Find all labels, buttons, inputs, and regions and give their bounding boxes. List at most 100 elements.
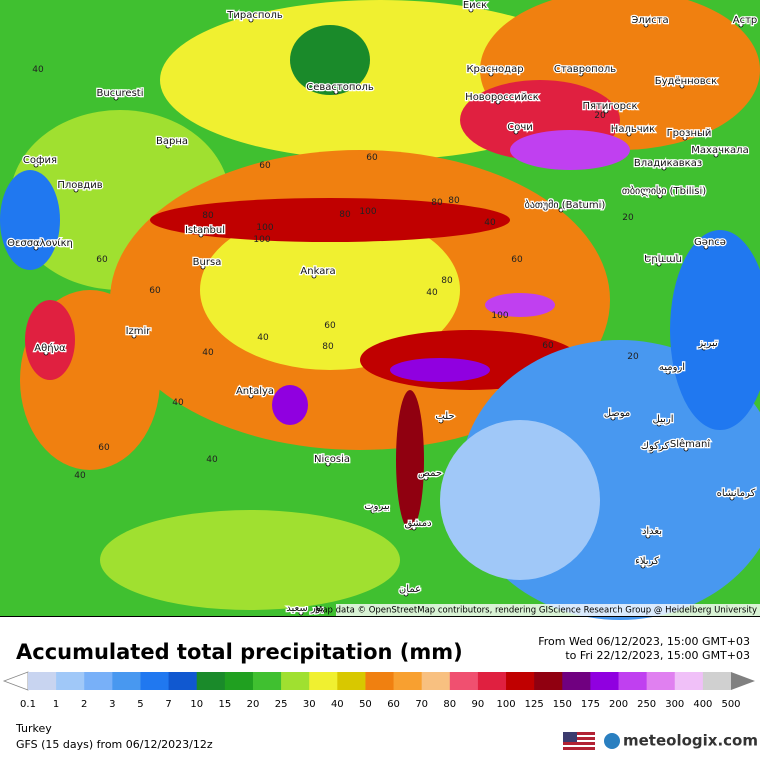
city-dot [423, 475, 429, 481]
city-label: Antalya [236, 386, 274, 397]
legend-swatch [196, 672, 226, 690]
contour-label: 40 [206, 455, 218, 465]
brand[interactable]: meteologix.com [623, 732, 758, 750]
legend-swatch [674, 672, 704, 690]
contour-label: 60 [324, 321, 336, 331]
city-label: Будённовск [655, 76, 717, 87]
city-label: Nicosia [314, 454, 350, 465]
city-dot [643, 22, 649, 28]
city-dot [311, 273, 317, 279]
legend-tick-label: 30 [303, 699, 316, 710]
city-label: حمص [418, 468, 442, 479]
city-dot [738, 22, 744, 28]
city-label: دمشق [404, 518, 431, 529]
legend-tick-label: 300 [665, 699, 684, 710]
city-dot [33, 162, 39, 168]
city-label: كركوك [641, 441, 670, 452]
over-arrow [731, 672, 755, 690]
legend-tick-label: 100 [496, 699, 515, 710]
legend-tick-label: 20 [247, 699, 260, 710]
legend-tick-label: 250 [637, 699, 656, 710]
legend-swatch [112, 672, 141, 690]
city-dot [558, 207, 564, 213]
legend-swatch [421, 672, 451, 690]
city-label: Владикавказ [634, 158, 702, 169]
region: Turkey [15, 722, 52, 735]
city-dot [578, 71, 584, 77]
city-dot [370, 508, 376, 514]
contour-label: 60 [149, 286, 161, 296]
contour-label: 80 [339, 210, 351, 220]
city-label: Αθήνα [34, 342, 66, 354]
legend-swatch [84, 672, 113, 690]
city-dot [131, 333, 137, 339]
contour-label: 20 [627, 352, 639, 362]
city-dot [665, 369, 671, 375]
city-label: Астр [733, 15, 758, 26]
city-dot [682, 135, 688, 141]
city-label: Краснодар [466, 64, 523, 75]
city-dot [438, 418, 444, 424]
legend-swatch [590, 672, 620, 690]
city-dot [640, 563, 646, 569]
legend-swatch [224, 672, 254, 690]
city-label: Երևան [644, 254, 682, 265]
city-dot [656, 421, 662, 427]
from-date: From Wed 06/12/2023, 15:00 GMT+03 [538, 635, 750, 648]
city-dot [729, 495, 735, 501]
city-dot [495, 99, 501, 105]
legend-tick-label: 200 [609, 699, 628, 710]
city-dot [73, 187, 79, 193]
legend-swatch [309, 672, 338, 690]
contour-label: 80 [202, 211, 214, 221]
legend-tick-label: 70 [415, 699, 428, 710]
legend-tick-label: 15 [218, 699, 231, 710]
contour-label: 20 [594, 111, 606, 121]
city-label: Тирасполь [226, 10, 283, 21]
city-dot [325, 461, 331, 467]
legend-swatch [140, 672, 170, 690]
contour-label: 60 [542, 341, 554, 351]
contour-label: 60 [511, 255, 523, 265]
legend-tick-label: 125 [525, 699, 544, 710]
city-dot [648, 448, 654, 454]
city-label: Izmir [126, 326, 152, 337]
contour-label: 100 [253, 235, 270, 245]
city-dot [33, 245, 39, 251]
city-label: Ставрополь [554, 64, 616, 75]
legend-swatch [534, 672, 563, 690]
legend-tick-label: 1 [53, 699, 59, 710]
legend-swatch [168, 672, 198, 690]
city-label: Элиста [631, 15, 668, 26]
contour-label: 40 [74, 471, 86, 481]
city-dot [248, 393, 254, 399]
city-label: بغداد [642, 526, 662, 537]
legend-swatch [28, 672, 57, 690]
city-label: Сочи [507, 122, 533, 133]
city-label: Севастополь [306, 82, 374, 93]
legend-tick-label: 500 [721, 699, 740, 710]
city-dot [683, 446, 689, 452]
city-label: Новороссийск [465, 92, 539, 103]
legend-swatch [506, 672, 535, 690]
legend-tick-label: 25 [275, 699, 288, 710]
city-dot [403, 591, 409, 597]
city-dot [113, 95, 119, 101]
city-label: Ankara [300, 266, 335, 277]
contour-label: 40 [172, 398, 184, 408]
contour-label: 80 [431, 198, 443, 208]
legend-tick-label: 60 [387, 699, 400, 710]
city-dot [645, 533, 651, 539]
city-label: Θεσσαλονίκη [7, 237, 73, 249]
city-label: София [23, 155, 57, 166]
contour-label: 20 [622, 213, 634, 223]
city-label: Bucuresti [97, 88, 144, 99]
city-label: ارومیه [659, 362, 685, 373]
legend-swatch [562, 672, 591, 690]
city-label: عمان [399, 584, 421, 595]
brand-logo [604, 733, 620, 749]
city-dot [513, 129, 519, 135]
city-label: بور سعيد [286, 603, 323, 614]
legend-tick-label: 80 [443, 699, 456, 710]
